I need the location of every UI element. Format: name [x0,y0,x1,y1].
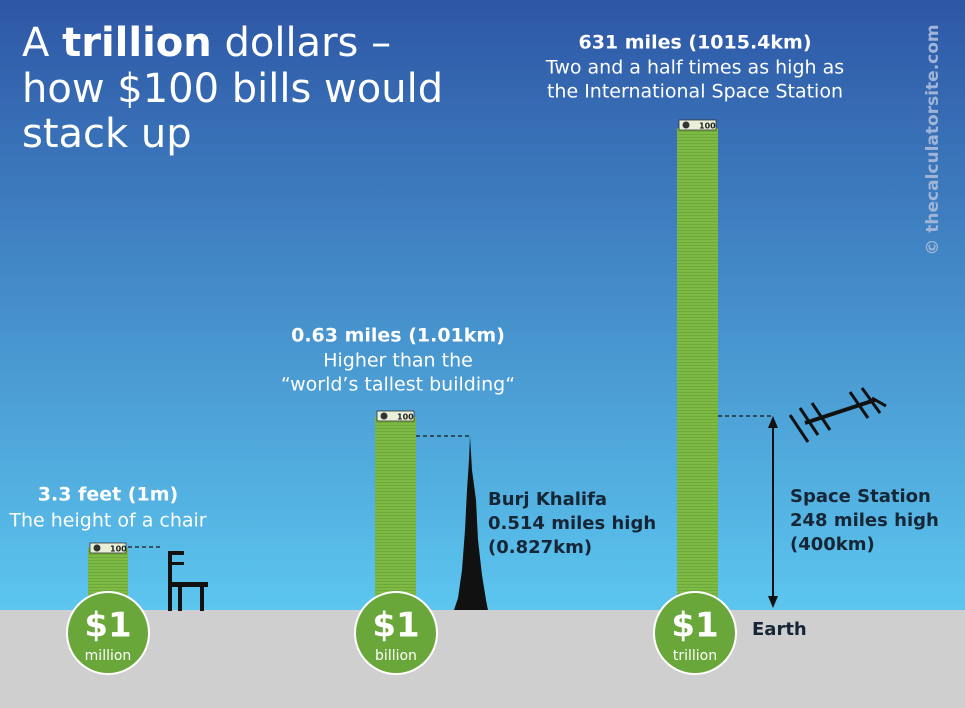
height-arrow [768,416,778,608]
title: A trillion dollars – [22,20,391,66]
chair [168,551,208,611]
comparison-metric: (0.827km) [488,537,592,558]
stack: 100 $1 million 3.3 feet (1m) The height … [8,484,207,675]
bill-label: 100 [397,413,414,422]
comparison-name: Space Station [790,486,931,507]
comparison-metric: (400km) [790,534,875,555]
ground-label: Earth [752,619,807,640]
caption: Two and a half times as high as [545,57,844,79]
caption-heading: 631 miles (1015.4km) [578,32,811,54]
bill-label: 100 [699,122,716,131]
space-station [788,387,887,443]
comparison-height: 248 miles high [790,510,939,531]
watermark: © thecalculatorsite.com [923,24,943,255]
amount: $1 [372,606,419,646]
unit: billion [375,648,417,664]
title: how $100 bills would [22,66,443,112]
amount: $1 [671,606,718,646]
comparison-height: 0.514 miles high [488,513,656,534]
caption-heading: 3.3 feet (1m) [38,484,178,506]
title: stack up [22,111,192,157]
caption: “world’s tallest building“ [281,374,515,396]
unit: trillion [673,648,717,664]
unit: million [85,648,132,664]
caption-heading: 0.63 miles (1.01km) [291,325,505,347]
stack: 100 $1 billion 0.63 miles (1.01km) Highe… [281,325,515,675]
ground [0,610,965,708]
burj-khalifa [454,436,488,610]
caption: the International Space Station [547,81,843,103]
amount: $1 [84,606,131,646]
stack: 100 $1 trillion 631 miles (1015.4km) Two… [545,32,844,675]
caption: Higher than the [323,350,473,372]
sky [0,0,965,610]
comparison-name: Burj Khalifa [488,489,607,510]
bill-label: 100 [110,545,127,554]
caption: The height of a chair [8,510,206,532]
